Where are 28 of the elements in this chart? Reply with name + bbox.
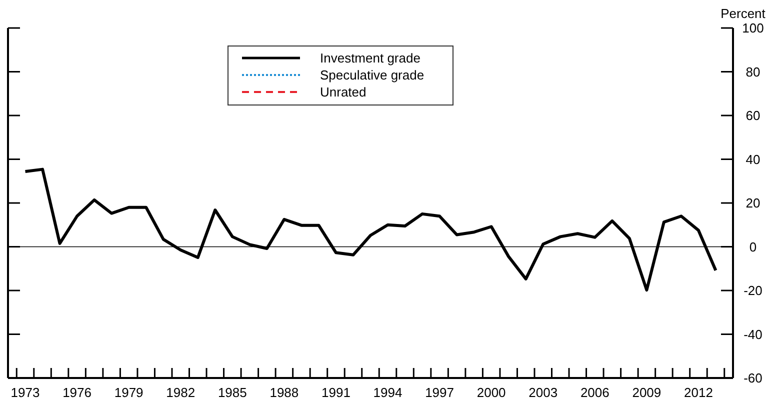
y-tick-label: 80: [746, 64, 760, 80]
y-tick-label: -60: [744, 370, 762, 386]
y-tick-label: 60: [746, 108, 760, 124]
x-tick-label: 1979: [114, 385, 144, 400]
legend-label: Speculative grade: [320, 68, 424, 83]
legend-label: Investment grade: [320, 50, 420, 66]
line-series: [24, 168, 718, 292]
x-tick-label: 1997: [425, 385, 454, 400]
x-tick-label: 2006: [580, 385, 610, 400]
y-tick-label: 0: [749, 239, 757, 254]
x-tick-label: 2000: [476, 385, 506, 400]
x-tick-label: 1976: [62, 385, 92, 400]
x-tick-label: 1991: [322, 385, 350, 400]
y-axis-title: Percent: [720, 6, 766, 21]
y-tick-label: 40: [746, 152, 760, 167]
x-tick-label: 2012: [684, 385, 713, 400]
x-tick-label: 1982: [166, 385, 196, 400]
x-tick-label: 1994: [373, 385, 402, 400]
y-tick-label: 100: [742, 20, 764, 36]
x-tick-label: 1985: [218, 385, 247, 400]
legend-label: Unrated: [320, 84, 366, 100]
x-tick-label: 2003: [528, 385, 558, 400]
x-tick-label: 1988: [270, 385, 299, 400]
x-tick-label: 2009: [632, 385, 662, 400]
x-tick-label: 1973: [10, 385, 40, 400]
y-tick-label: -40: [744, 326, 762, 342]
y-tick-label: 20: [746, 196, 760, 211]
y-tick-label: -20: [744, 283, 762, 298]
